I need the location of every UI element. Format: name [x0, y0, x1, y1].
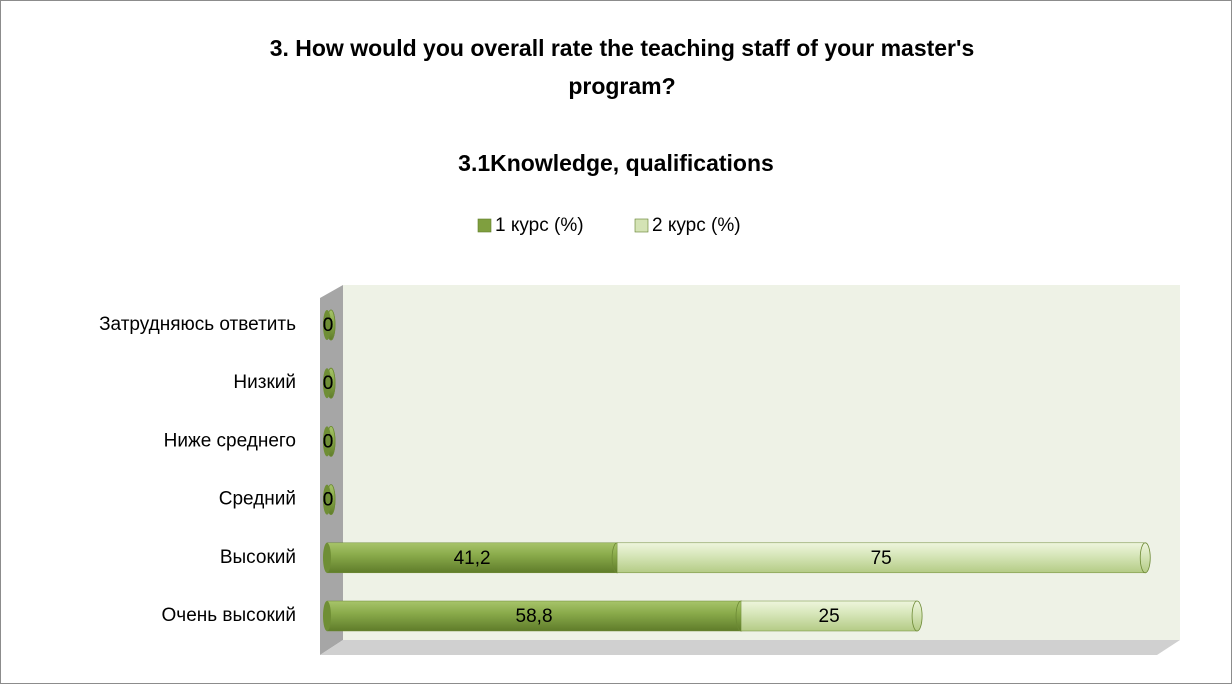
bar-start-cap [323, 426, 331, 457]
data-label: 0 [323, 490, 334, 511]
back-wall [343, 285, 1180, 640]
legend-label: 1 курс (%) [495, 215, 584, 236]
y-tick-label: Очень высокий [162, 605, 296, 626]
bar-start-cap [323, 310, 331, 340]
side-wall [320, 285, 343, 655]
bar-start-cap [323, 601, 331, 631]
bar-start-cap [323, 368, 331, 399]
data-label: 41,2 [454, 548, 491, 569]
y-tick-label: Затрудняюсь ответить [99, 314, 296, 335]
data-label: 0 [323, 490, 334, 511]
bar-end-cap [1139, 542, 1151, 574]
data-label: 0 [323, 373, 334, 394]
data-label: 0 [323, 373, 334, 394]
y-tick-label: Низкий [233, 372, 296, 393]
data-label: 0 [323, 431, 334, 452]
bar-start-cap [323, 484, 331, 515]
floor [320, 640, 1180, 655]
y-tick-label: Ниже среднего [164, 430, 296, 451]
legend-swatch [634, 218, 649, 233]
legend-label: 2 курс (%) [652, 215, 741, 236]
chart-subtitle: 3.1Knowledge, qualifications [458, 150, 774, 176]
bar-segment [326, 542, 618, 574]
bar-segment [740, 600, 918, 632]
bar-segment [616, 542, 1146, 574]
data-label: 25 [819, 606, 840, 627]
data-label: 75 [871, 548, 892, 569]
y-tick-label: Высокий [220, 547, 296, 568]
data-label: 0 [323, 315, 334, 336]
data-label: 0 [323, 431, 334, 452]
data-label: 58,8 [516, 606, 553, 627]
bar-start-cap [323, 542, 331, 573]
y-tick-label: Средний [219, 489, 296, 510]
data-label: 0 [323, 315, 334, 336]
legend-swatch [477, 218, 492, 233]
chart-title: 3. How would you overall rate the teachi… [270, 35, 975, 99]
bar-end-cap [911, 600, 923, 632]
